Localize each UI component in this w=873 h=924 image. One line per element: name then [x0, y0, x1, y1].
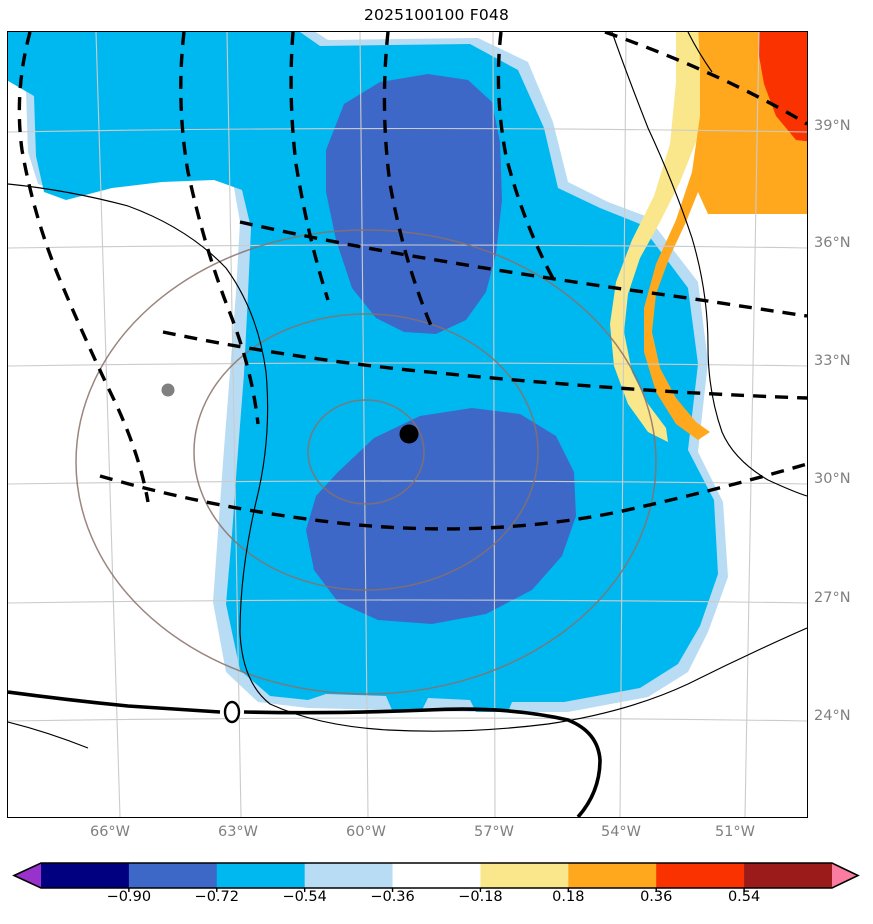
colorbar-cell [216, 863, 306, 888]
map-graphics [8, 32, 807, 817]
colorbar-extend-min [14, 863, 41, 888]
lon-tick-57w: 57°W [473, 824, 515, 840]
colorbar-cell [41, 863, 130, 888]
colorbar-cell [304, 863, 394, 888]
colorbar-tick-label: −0.36 [370, 889, 415, 905]
contour-line-zero [8, 690, 602, 817]
colorbar-graphics [12, 862, 860, 892]
colorbar-cell [480, 863, 569, 888]
colorbar-tick-label: −0.54 [282, 889, 327, 905]
colorbar-cell [392, 863, 481, 888]
storm-markers[interactable] [161, 383, 419, 444]
colorbar-tick-label: 0.18 [552, 889, 585, 905]
storm-center-forecast-marker[interactable] [399, 424, 419, 444]
lat-tick-27n: 27°N [814, 590, 851, 606]
colorbar-cell [568, 863, 657, 888]
colorbar-tick-label: −0.72 [194, 889, 239, 905]
lat-tick-39n: 39°N [814, 118, 851, 134]
lon-tick-51w: 51°W [714, 824, 756, 840]
colorbar-cells [14, 863, 858, 888]
colorbar-tick-label: 0.54 [727, 889, 761, 905]
colorbar-tick-label: −0.18 [458, 889, 503, 905]
figure-title: 2025100100 F048 [363, 6, 510, 24]
map-panel[interactable] [7, 31, 808, 818]
lon-tick-66w: 66°W [89, 824, 131, 840]
colorbar-cell [128, 863, 218, 888]
lat-tick-24n: 24°N [814, 708, 851, 724]
filled-region-orange-anomaly [644, 32, 807, 440]
zero-contour-label [223, 700, 241, 724]
colorbar-cell [744, 863, 833, 888]
colorbar[interactable]: −0.90 −0.72 −0.54 −0.36 −0.18 0.18 0.36 0.54 [0, 858, 873, 924]
lon-tick-63w: 63°W [217, 824, 259, 840]
colorbar-outline [12, 862, 860, 889]
filled-region-deep-blue-core-north [326, 74, 502, 334]
lat-tick-36n: 36°N [814, 235, 851, 251]
filled-region-red-core [758, 32, 807, 142]
lat-tick-33n: 33°N [814, 353, 851, 369]
colorbar-tick-label: −0.90 [106, 889, 152, 905]
lon-tick-54w: 54°W [600, 824, 642, 840]
contour-lines-dashed [17, 32, 807, 531]
colorbar-tick-label: 0.36 [640, 889, 673, 905]
colorbar-extend-max [832, 863, 858, 888]
colorbar-cell [656, 863, 745, 888]
filled-region-deep-blue-core-south [306, 408, 576, 624]
storm-center-analysis-marker[interactable] [161, 383, 175, 397]
lat-tick-30n: 30°N [814, 471, 851, 487]
lon-tick-60w: 60°W [345, 824, 387, 840]
range-rings [75, 229, 657, 695]
